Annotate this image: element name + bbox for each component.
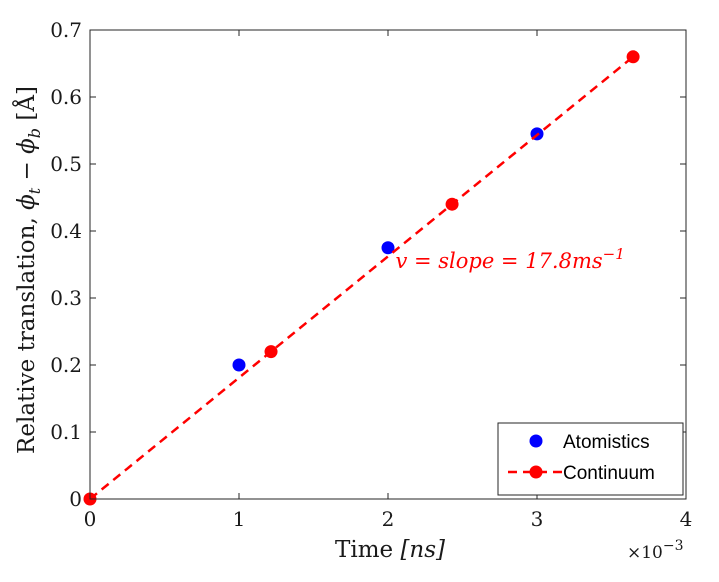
- plot-background: [90, 30, 686, 499]
- y-axis-title-phi-t: ϕ: [14, 194, 40, 210]
- x-tick-label: 2: [382, 507, 395, 531]
- slope-annotation-text: v = slope = 17.8ms: [395, 249, 602, 273]
- y-axis-title-minus: −: [14, 154, 40, 188]
- y-axis-title-text: Relative translation,: [14, 210, 40, 454]
- y-tick-label: 0.7: [50, 18, 82, 42]
- y-axis-title: Relative translation, ϕt − ϕb [Å]: [12, 86, 44, 454]
- y-tick-label: 0.5: [50, 152, 82, 176]
- data-point-continuum: [445, 197, 459, 211]
- tick-labels-layer: 0 1 2 3 4 0 0.1 0.2 0.3 0.4 0.5 0.6 0.7: [50, 18, 692, 531]
- slope-annotation: v = slope = 17.8ms−1: [395, 245, 624, 273]
- series-line-continuum: [89, 55, 634, 500]
- y-axis-title-sub-t: t: [25, 187, 44, 194]
- x-axis-title-text: Time: [335, 537, 400, 563]
- x-exponent-power: −3: [663, 538, 684, 554]
- x-axis-title: Time [ns]: [335, 537, 445, 563]
- x-tick-label: 3: [531, 507, 544, 531]
- slope-annotation-superscript: −1: [603, 245, 625, 263]
- legend-box: [497, 422, 684, 496]
- x-tick-label: 0: [84, 507, 97, 531]
- x-exponent-base: ×10: [627, 543, 663, 563]
- legend-atomistics-marker: [529, 434, 543, 448]
- data-point-atomistics: [381, 241, 395, 255]
- x-tick-label: 4: [680, 507, 693, 531]
- plot-frame: [89, 29, 687, 500]
- y-tick-label: 0.3: [50, 286, 82, 310]
- x-tick-label: 1: [233, 507, 246, 531]
- y-axis-title-sub-b: b: [25, 128, 44, 138]
- y-tick-label: 0.1: [50, 420, 82, 444]
- y-axis-title-phi-b: ϕ: [14, 138, 40, 154]
- y-axis-title-unit: [Å]: [12, 86, 40, 128]
- y-tick-label: 0.6: [50, 85, 82, 109]
- legend-continuum-label: Continuum: [563, 463, 655, 484]
- y-tick-label: 0: [69, 487, 82, 511]
- data-point-continuum: [626, 50, 640, 64]
- x-exponent-label: ×10−3: [627, 538, 684, 563]
- series-layer: [83, 50, 640, 506]
- y-tick-label: 0.4: [50, 219, 82, 243]
- legend-continuum-marker: [529, 465, 543, 479]
- data-point-continuum: [264, 345, 278, 359]
- data-point-atomistics: [232, 358, 246, 372]
- legend: Atomistics Continuum: [497, 422, 684, 496]
- x-axis-title-unit: [ns]: [400, 537, 445, 563]
- legend-atomistics-label: Atomistics: [563, 432, 650, 453]
- y-tick-label: 0.2: [50, 353, 82, 377]
